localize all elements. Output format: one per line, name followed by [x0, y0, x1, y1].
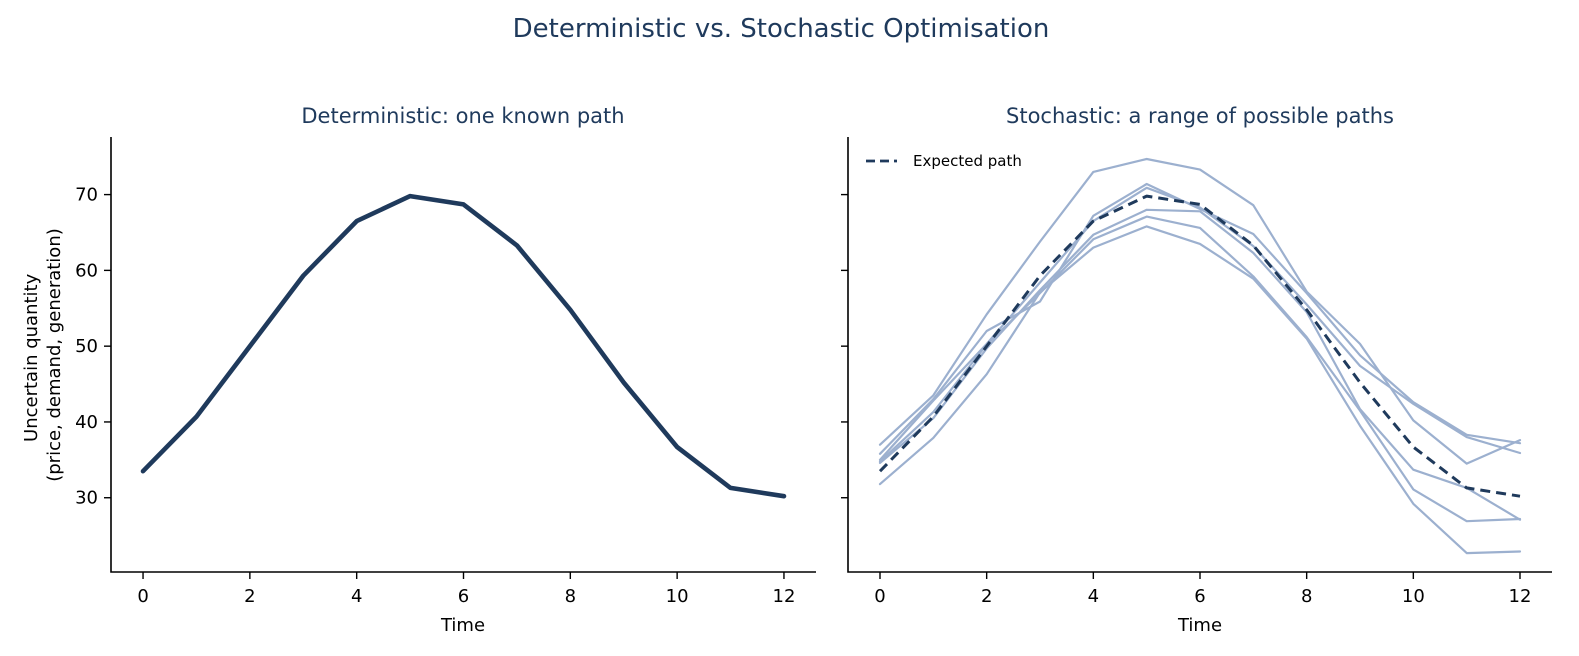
deterministic-y-tick-label: 30 — [75, 488, 98, 509]
deterministic-title: Deterministic: one known path — [301, 104, 624, 128]
deterministic-y-tick-label: 70 — [75, 185, 98, 206]
expected-path-line — [878, 194, 1521, 498]
y-axis-label-line-2: (price, demand, generation) — [44, 228, 65, 482]
deterministic-y-tick-label: 50 — [75, 336, 98, 357]
deterministic-y-tick-label: 40 — [75, 412, 98, 433]
stochastic-x-tick-label: 0 — [874, 586, 885, 607]
deterministic-x-tick-label: 0 — [137, 586, 148, 607]
y-axis-label: Uncertain quantity (price, demand, gener… — [21, 228, 65, 482]
deterministic-x-tick-label: 6 — [458, 586, 469, 607]
deterministic-y-tick-label: 60 — [75, 260, 98, 281]
y-axis-label-line-1: Uncertain quantity — [21, 273, 42, 442]
deterministic-path-line — [140, 193, 787, 499]
stochastic-panel: Stochastic: a range of possible paths 0 2… — [841, 104, 1552, 636]
stochastic-x-tick-label: 6 — [1194, 586, 1205, 607]
stochastic-x-tick-label: 2 — [981, 586, 992, 607]
stochastic-title: Stochastic: a range of possible paths — [1006, 104, 1394, 128]
deterministic-x-tick-label: 12 — [773, 586, 796, 607]
right-x-axis-label: Time — [1177, 615, 1222, 636]
scenario-path-line — [878, 182, 1522, 455]
scenario-path-line — [878, 225, 1522, 555]
deterministic-axes-spines — [110, 137, 816, 573]
stochastic-x-tick-label: 8 — [1301, 586, 1312, 607]
scenario-path-line — [878, 215, 1522, 523]
deterministic-x-tick-label: 10 — [666, 586, 689, 607]
legend-label-expected-path: Expected path — [913, 152, 1022, 170]
scenario-path-line — [878, 157, 1522, 465]
deterministic-x-tick-label: 2 — [244, 586, 255, 607]
left-x-axis-label: Time — [440, 615, 485, 636]
figure-title: Deterministic vs. Stochastic Optimisatio… — [513, 14, 1050, 44]
deterministic-panel: Deterministic: one known path 0 2 4 6 8 10 12 3… — [21, 104, 816, 636]
scenario-path-line — [878, 208, 1522, 521]
deterministic-x-tick-label: 8 — [565, 586, 576, 607]
stochastic-axes-spines — [847, 137, 1552, 573]
legend: Expected path — [866, 152, 1022, 170]
deterministic-x-tick-label: 4 — [351, 586, 362, 607]
stochastic-x-tick-label: 12 — [1509, 586, 1532, 607]
stochastic-x-tick-label: 10 — [1402, 586, 1425, 607]
stochastic-x-tick-label: 4 — [1088, 586, 1099, 607]
